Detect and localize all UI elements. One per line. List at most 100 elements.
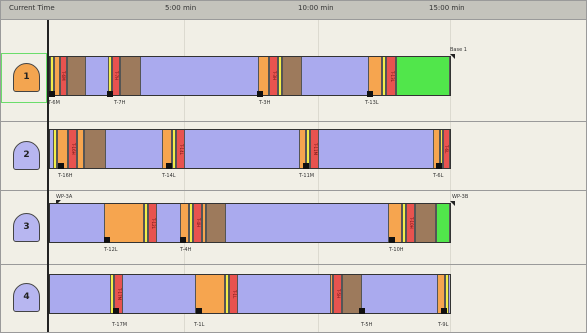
unit-number: 2 xyxy=(23,150,30,160)
task-marker xyxy=(303,163,309,169)
segment[interactable] xyxy=(396,57,450,95)
task-marker xyxy=(49,91,55,97)
task-marker xyxy=(196,308,202,314)
segment[interactable] xyxy=(53,130,57,168)
task-marker xyxy=(180,237,186,243)
segment[interactable] xyxy=(144,204,148,242)
unit-badge-1[interactable]: 1 xyxy=(13,63,40,92)
segment-label[interactable]: T-13L xyxy=(386,57,396,95)
segment-label[interactable]: T-6L xyxy=(443,130,450,168)
task-marker xyxy=(441,308,447,314)
segment[interactable] xyxy=(189,204,193,242)
segment-label[interactable]: T-6M xyxy=(60,57,67,95)
current-time-label: Current Time xyxy=(9,4,55,12)
unit-4-track[interactable]: T-17M T-1L T-5H xyxy=(49,274,451,314)
segment[interactable] xyxy=(388,204,402,242)
task-label: T-4H xyxy=(180,247,192,253)
segment-label[interactable]: T-4H xyxy=(193,204,202,242)
task-label: T-9L xyxy=(438,322,449,328)
segment[interactable] xyxy=(50,57,54,95)
task-marker xyxy=(104,237,110,243)
task-label: T-12L xyxy=(104,247,118,253)
segment[interactable] xyxy=(162,130,172,168)
segment[interactable] xyxy=(206,204,226,242)
flag-marker xyxy=(450,54,455,59)
tick-15min: 15:00 min xyxy=(429,4,465,12)
segment[interactable] xyxy=(402,204,406,242)
segment[interactable] xyxy=(57,130,68,168)
unit-badge-2[interactable]: 2 xyxy=(13,141,40,170)
segment-label[interactable]: T-11M xyxy=(310,130,319,168)
segment[interactable] xyxy=(77,130,84,168)
time-header: Current Time 5:00 min 10:00 min 15:00 mi… xyxy=(1,1,586,20)
segment-label[interactable]: T-16H xyxy=(68,130,77,168)
task-label: T-7H xyxy=(114,100,126,106)
grid-line-5min xyxy=(184,20,185,332)
segment[interactable] xyxy=(120,57,141,95)
segment[interactable] xyxy=(282,57,302,95)
tick-10min: 10:00 min xyxy=(298,4,334,12)
segment-label[interactable]: T-10H xyxy=(406,204,415,242)
segment[interactable] xyxy=(104,204,144,242)
flag-marker xyxy=(56,200,61,205)
segment[interactable] xyxy=(382,57,386,95)
segment[interactable] xyxy=(433,130,440,168)
grid-line-15min xyxy=(450,20,451,332)
task-label: T-17M xyxy=(112,322,128,328)
segment[interactable] xyxy=(437,275,445,313)
segment[interactable] xyxy=(110,275,114,313)
task-marker xyxy=(166,163,172,169)
segment-label[interactable]: T-12L xyxy=(148,204,157,242)
task-marker xyxy=(389,237,395,243)
segment[interactable] xyxy=(258,57,269,95)
base-label: Base 1 xyxy=(450,47,467,53)
segment[interactable] xyxy=(368,57,382,95)
segment[interactable] xyxy=(306,130,310,168)
unit-1-track[interactable]: T-6M T-7H T-3H T-13L xyxy=(49,56,451,96)
task-label: T-11M xyxy=(299,173,315,179)
segment[interactable] xyxy=(330,275,333,313)
segment[interactable] xyxy=(440,130,443,168)
row-separator xyxy=(1,121,586,122)
task-marker xyxy=(436,163,442,169)
unit-3-track[interactable]: T-12L T-4H T-10H xyxy=(49,203,451,243)
task-label: T-1L xyxy=(194,322,205,328)
current-time-line[interactable] xyxy=(47,20,49,332)
segment-label[interactable]: T-17M xyxy=(114,275,123,313)
segment-label[interactable]: T-7H xyxy=(112,57,120,95)
grid-line-10min xyxy=(318,20,319,332)
segment[interactable] xyxy=(299,130,306,168)
segment[interactable] xyxy=(225,275,229,313)
segment[interactable] xyxy=(84,130,106,168)
unit-number: 4 xyxy=(23,292,30,302)
segment[interactable] xyxy=(436,204,450,242)
segment[interactable] xyxy=(278,57,282,95)
segment[interactable] xyxy=(67,57,86,95)
segment[interactable] xyxy=(415,204,436,242)
unit-2-track[interactable]: T-16H T-14L T-11M T-6L xyxy=(49,129,451,169)
row-separator xyxy=(1,190,586,191)
segment[interactable] xyxy=(445,275,449,313)
segment-label[interactable]: T-5H xyxy=(333,275,342,313)
segment[interactable] xyxy=(108,57,112,95)
task-marker xyxy=(107,91,113,97)
selected-row-highlight xyxy=(1,53,47,103)
unit-badge-4[interactable]: 4 xyxy=(13,283,40,312)
task-marker xyxy=(58,163,64,169)
segment-label[interactable]: T-3H xyxy=(269,57,278,95)
segment[interactable] xyxy=(180,204,189,242)
segment[interactable] xyxy=(172,130,176,168)
segment-label[interactable]: T-1L xyxy=(229,275,238,313)
segment[interactable] xyxy=(195,275,225,313)
task-label: T-14L xyxy=(162,173,176,179)
waypoint-label: WP-3B xyxy=(452,194,469,200)
segment[interactable] xyxy=(202,204,206,242)
segment-label[interactable]: T-14L xyxy=(176,130,185,168)
segment[interactable] xyxy=(54,57,60,95)
segment[interactable] xyxy=(342,275,362,313)
unit-badge-3[interactable]: 3 xyxy=(13,213,40,242)
flag-marker xyxy=(450,201,455,206)
task-marker xyxy=(113,308,119,314)
task-label: T-6L xyxy=(433,173,444,179)
